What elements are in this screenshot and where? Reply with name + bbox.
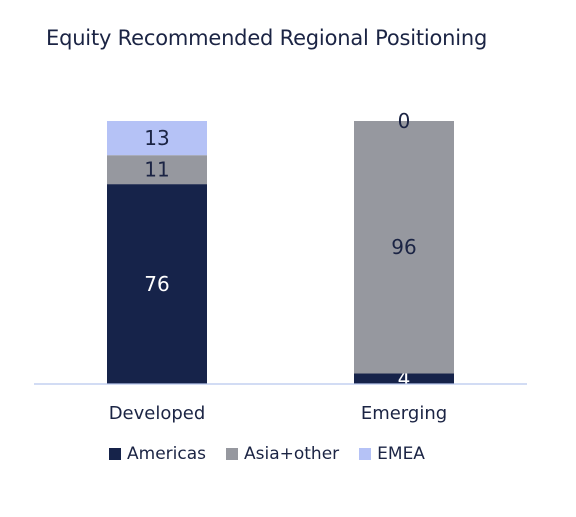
data-label-developed-asia-other: 11 [144, 158, 169, 182]
data-label-developed-americas: 76 [144, 272, 169, 296]
bar-developed-americas [107, 184, 207, 384]
legend-item-asia-other: Asia+other [225, 444, 340, 464]
bar-developed-asia-other [107, 155, 207, 185]
legend-item-americas: Americas [109, 444, 206, 464]
legend-label-americas: Americas [127, 444, 206, 464]
bar-developed-emea [107, 121, 207, 156]
data-label-emerging-emea: 0 [398, 109, 411, 133]
legend-swatch-emea [359, 448, 372, 460]
legend-swatch-americas [109, 448, 121, 460]
x-tick-label-emerging: Emerging [361, 403, 447, 424]
legend-label-emea: EMEA [377, 444, 425, 464]
legend-label-asia-other: Asia+other [243, 444, 340, 464]
data-label-developed-emea: 13 [144, 126, 169, 150]
bar-emerging-asia-other [354, 121, 454, 374]
bar-emerging-americas [354, 373, 454, 384]
legend-swatch-asia-other [225, 448, 238, 460]
chart-title: Equity Recommended Regional Positioning [46, 26, 488, 50]
x-tick-label-developed: Developed [109, 403, 206, 424]
legend: Americas Asia+other EMEA [109, 444, 445, 464]
data-label-emerging-asia-other: 96 [391, 235, 416, 259]
legend-item-emea: EMEA [359, 444, 425, 464]
